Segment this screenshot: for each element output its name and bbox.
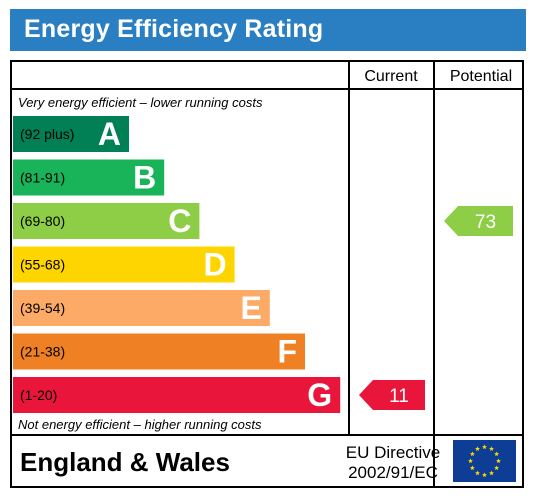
band-range-g: (1-20) — [20, 387, 57, 403]
eu-star-icon — [469, 451, 475, 457]
top-efficiency-note: Very energy efficient – lower running co… — [18, 95, 263, 110]
potential-rating-value: 73 — [475, 212, 496, 233]
chart-frame — [10, 60, 524, 488]
potential-column-header: Potential — [450, 68, 512, 85]
current-rating-arrow — [359, 380, 425, 410]
current-column-header: Current — [364, 68, 418, 85]
band-bar-g — [13, 377, 341, 413]
band-range-a: (92 plus) — [20, 126, 74, 142]
band-letter-e: E — [240, 290, 261, 326]
directive-line-2: 2002/91/EC — [348, 463, 438, 482]
band-range-d: (55-68) — [20, 257, 65, 273]
eu-star-icon — [469, 465, 475, 471]
band-letter-d: D — [203, 247, 226, 283]
eu-star-icon — [475, 470, 480, 476]
eu-star-icon — [489, 470, 494, 476]
eu-star-icon — [496, 458, 501, 464]
potential-rating-arrow — [444, 206, 513, 236]
band-bar-d — [13, 246, 235, 283]
region-label: England & Wales — [20, 447, 230, 477]
band-bar-f — [13, 333, 305, 370]
band-letter-b: B — [133, 160, 156, 196]
eu-star-icon — [475, 446, 480, 451]
band-bar-e — [13, 290, 270, 326]
band-bar-a — [13, 116, 129, 152]
eu-star-icon — [482, 444, 487, 450]
bottom-efficiency-note: Not energy efficient – higher running co… — [18, 417, 262, 432]
band-bar-c — [13, 203, 200, 239]
header-bar: Energy Efficiency Rating — [10, 9, 526, 51]
rating-bands: (92 plus) A (81-91) B (69-80) C (55-68) D (39-54… — [13, 116, 341, 413]
band-range-c: (69-80) — [20, 213, 65, 229]
band-letter-f: F — [277, 334, 297, 370]
eu-star-icon — [482, 472, 487, 478]
eu-star-icon — [489, 446, 494, 451]
page-title: Energy Efficiency Rating — [24, 15, 324, 43]
band-bar-b — [13, 159, 165, 196]
eu-star-icon — [494, 451, 500, 457]
directive-line-1: EU Directive — [346, 443, 440, 462]
eu-star-icon — [468, 458, 473, 464]
band-letter-a: A — [98, 116, 121, 152]
band-range-b: (81-91) — [20, 170, 65, 186]
band-range-f: (21-38) — [20, 344, 65, 360]
current-rating-value: 11 — [389, 386, 409, 407]
band-letter-g: G — [307, 377, 332, 413]
eu-flag-icon — [453, 440, 516, 482]
band-letter-c: C — [168, 203, 191, 239]
rating-arrows: 11 73 — [359, 206, 513, 410]
band-range-e: (39-54) — [20, 300, 65, 316]
eu-star-icon — [494, 465, 500, 471]
